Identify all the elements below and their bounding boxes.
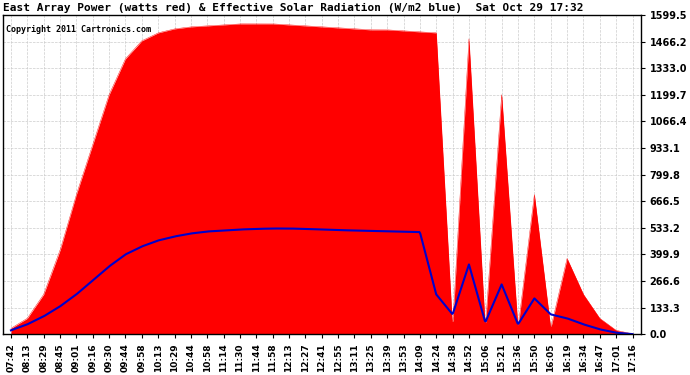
Text: East Array Power (watts red) & Effective Solar Radiation (W/m2 blue)  Sat Oct 29: East Array Power (watts red) & Effective… xyxy=(3,3,583,13)
Text: Copyright 2011 Cartronics.com: Copyright 2011 Cartronics.com xyxy=(6,24,151,33)
